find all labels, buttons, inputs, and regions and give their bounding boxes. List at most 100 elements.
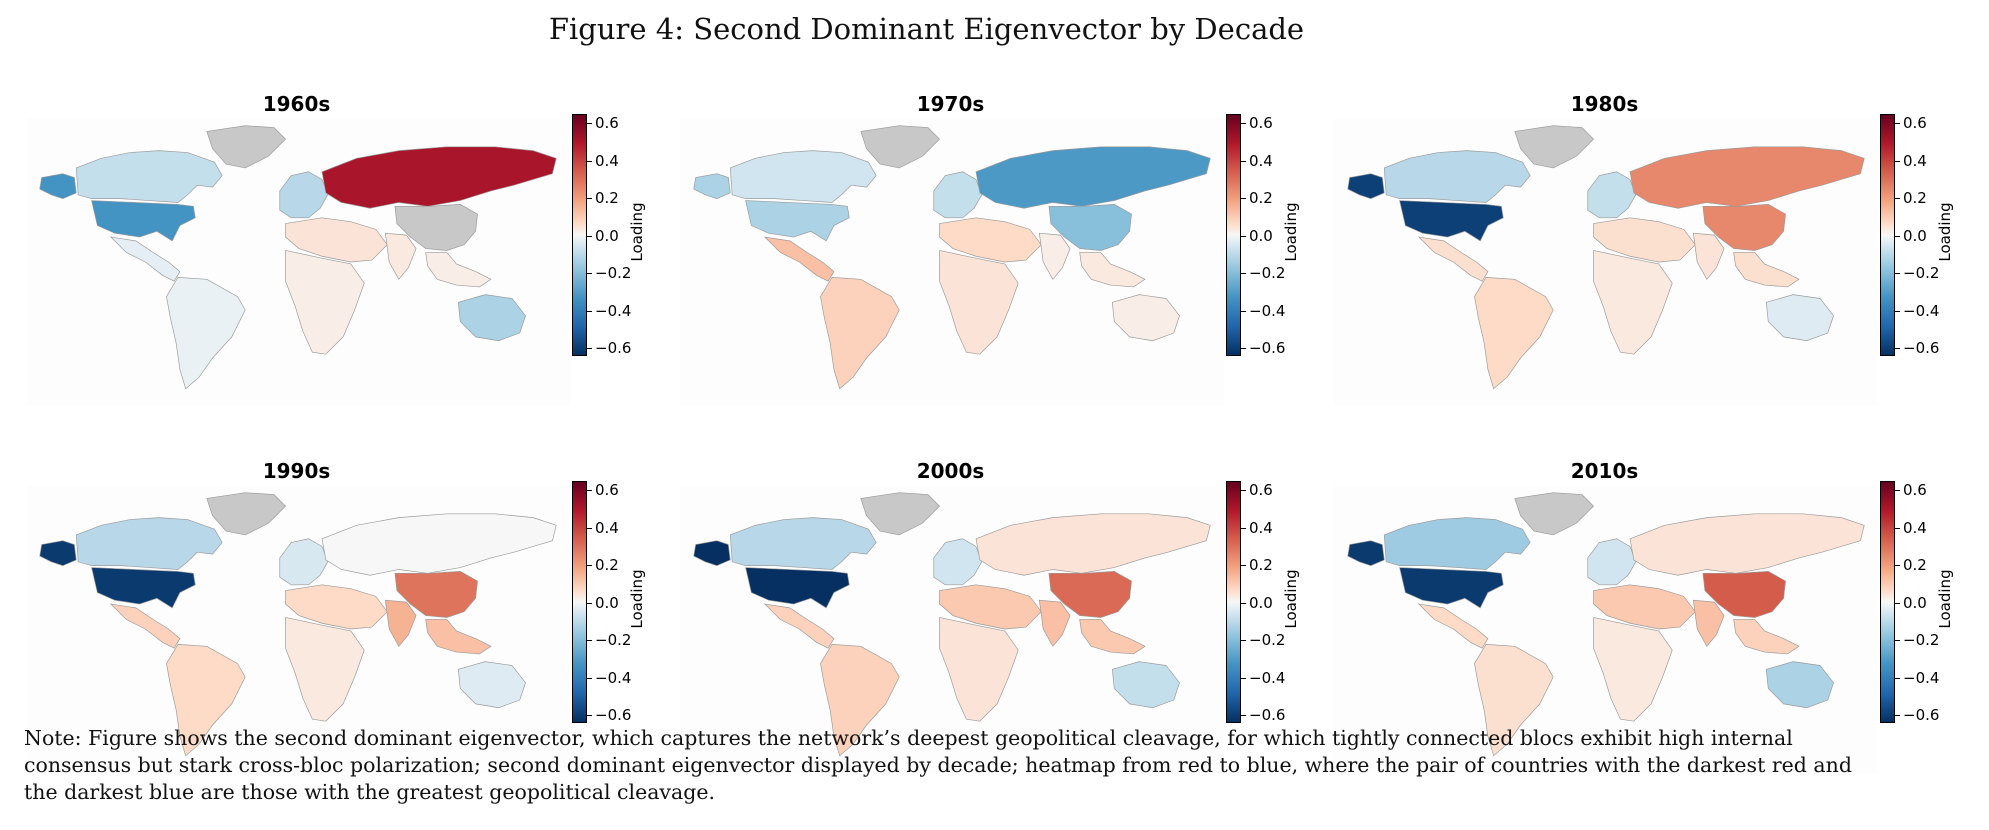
map-panel-2000s: 2000s 0.6 0.4 0.2 0.0 −0.2 −0.4 −0.6 Loading bbox=[678, 459, 1318, 789]
region-alaska bbox=[39, 540, 77, 566]
region-russia bbox=[321, 513, 557, 576]
region-latam bbox=[1417, 603, 1489, 649]
map-svg bbox=[693, 125, 1211, 390]
region-usa bbox=[1399, 200, 1504, 242]
colorbar-tick-label: −0.6 bbox=[1903, 706, 1940, 724]
panel-title: 2010s bbox=[1570, 459, 1639, 483]
map-panel-1970s: 1970s 0.6 0.4 0.2 0.0 −0.2 −0.4 −0.6 Loading bbox=[678, 92, 1318, 422]
map-svg bbox=[1347, 492, 1865, 757]
colorbar-tick bbox=[587, 273, 592, 274]
colorbar-tick-label: −0.2 bbox=[1903, 264, 1940, 282]
region-southeast-asia bbox=[1079, 252, 1146, 288]
region-latam bbox=[763, 236, 835, 282]
colorbar: 0.6 0.4 0.2 0.0 −0.2 −0.4 −0.6 bbox=[572, 114, 631, 357]
world-map bbox=[1334, 118, 1878, 406]
map-panel-1990s: 1990s 0.6 0.4 0.2 0.0 −0.2 −0.4 −0.6 Loading bbox=[24, 459, 664, 789]
region-australia bbox=[1765, 294, 1834, 342]
colorbar-tick-label: 0.6 bbox=[1249, 481, 1273, 499]
colorbar-tick-label: −0.4 bbox=[1249, 668, 1286, 687]
region-south-asia bbox=[1038, 232, 1071, 280]
colorbar-tick-label: −0.6 bbox=[595, 706, 632, 724]
region-canada bbox=[729, 517, 877, 570]
region-south-asia bbox=[1038, 599, 1071, 647]
colorbar-tick bbox=[1895, 490, 1900, 491]
region-africa bbox=[1593, 617, 1673, 722]
region-canada bbox=[1383, 517, 1531, 570]
region-canada bbox=[729, 150, 877, 203]
colorbar-tick bbox=[1895, 123, 1900, 124]
panel-title: 1990s bbox=[262, 459, 331, 483]
region-south-asia bbox=[384, 232, 417, 280]
region-south-america bbox=[820, 644, 900, 757]
region-greenland bbox=[860, 492, 940, 536]
colorbar-tick bbox=[587, 677, 592, 679]
colorbar-tick-label: −0.2 bbox=[595, 631, 632, 649]
colorbar-tick bbox=[587, 490, 592, 491]
region-europe bbox=[933, 171, 983, 219]
colorbar-tick bbox=[1895, 677, 1900, 679]
region-africa bbox=[285, 617, 365, 722]
colorbar-tick-label: −0.4 bbox=[1903, 301, 1940, 320]
colorbar-tick bbox=[1241, 640, 1246, 641]
colorbar-tick-label: 0.2 bbox=[595, 556, 619, 574]
region-mena bbox=[1593, 584, 1696, 630]
colorbar-tick-label: 0.6 bbox=[595, 481, 619, 499]
colorbar-tick-label: 0.0 bbox=[595, 226, 619, 245]
region-africa bbox=[939, 617, 1019, 722]
colorbar-tick bbox=[1895, 640, 1900, 641]
colorbar-tick-label: −0.6 bbox=[1249, 706, 1286, 724]
colorbar: 0.6 0.4 0.2 0.0 −0.2 −0.4 −0.6 bbox=[1880, 114, 1939, 357]
colorbar-label: Loading bbox=[1936, 569, 1954, 629]
colorbar: 0.6 0.4 0.2 0.0 −0.2 −0.4 −0.6 bbox=[1226, 114, 1285, 357]
world-map bbox=[26, 118, 570, 406]
colorbar-label: Loading bbox=[628, 202, 646, 262]
region-southeast-asia bbox=[425, 252, 492, 288]
colorbar-tick bbox=[1241, 715, 1246, 716]
colorbar-tick bbox=[1241, 235, 1246, 237]
map-svg bbox=[1347, 125, 1865, 390]
colorbar-tick-label: −0.6 bbox=[1249, 339, 1286, 357]
region-southeast-asia bbox=[1733, 619, 1800, 655]
region-australia bbox=[1111, 294, 1180, 342]
colorbar-tick-label: 0.6 bbox=[1903, 481, 1927, 499]
region-south-america bbox=[820, 277, 900, 390]
colorbar-tick-label: −0.6 bbox=[595, 339, 632, 357]
region-southeast-asia bbox=[425, 619, 492, 655]
region-south-america bbox=[1474, 644, 1554, 757]
region-greenland bbox=[206, 125, 286, 169]
region-canada bbox=[75, 517, 223, 570]
colorbar-tick-label: 0.6 bbox=[595, 114, 619, 132]
colorbar-tick bbox=[1241, 160, 1246, 162]
region-australia bbox=[457, 294, 526, 342]
region-china bbox=[1702, 571, 1786, 618]
region-canada bbox=[75, 150, 223, 203]
region-alaska bbox=[1347, 173, 1385, 199]
colorbar: 0.6 0.4 0.2 0.0 −0.2 −0.4 −0.6 bbox=[572, 481, 631, 724]
region-australia bbox=[1111, 661, 1180, 709]
region-russia bbox=[1629, 146, 1865, 209]
colorbar-tick bbox=[587, 565, 592, 566]
region-southeast-asia bbox=[1079, 619, 1146, 655]
colorbar-tick bbox=[1895, 715, 1900, 716]
region-alaska bbox=[1347, 540, 1385, 566]
colorbar-tick-label: −0.6 bbox=[1903, 339, 1940, 357]
colorbar-tick-label: 0.0 bbox=[1903, 593, 1927, 612]
region-russia bbox=[975, 146, 1211, 209]
colorbar-label: Loading bbox=[1282, 569, 1300, 629]
colorbar-label: Loading bbox=[1936, 202, 1954, 262]
colorbar-tick bbox=[1241, 677, 1246, 679]
map-panel-2010s: 2010s 0.6 0.4 0.2 0.0 −0.2 −0.4 −0.6 Loading bbox=[1332, 459, 1972, 789]
colorbar: 0.6 0.4 0.2 0.0 −0.2 −0.4 −0.6 bbox=[1226, 481, 1285, 724]
colorbar-tick bbox=[1895, 602, 1900, 604]
colorbar-tick bbox=[1241, 565, 1246, 566]
colorbar-tick bbox=[1895, 273, 1900, 274]
region-alaska bbox=[693, 540, 731, 566]
world-map bbox=[680, 485, 1224, 773]
region-europe bbox=[279, 538, 329, 586]
region-australia bbox=[1765, 661, 1834, 709]
region-mena bbox=[1593, 217, 1696, 263]
colorbar-tick-label: 0.6 bbox=[1249, 114, 1273, 132]
region-africa bbox=[285, 250, 365, 355]
colorbar-tick-label: −0.4 bbox=[1903, 668, 1940, 687]
region-canada bbox=[1383, 150, 1531, 203]
